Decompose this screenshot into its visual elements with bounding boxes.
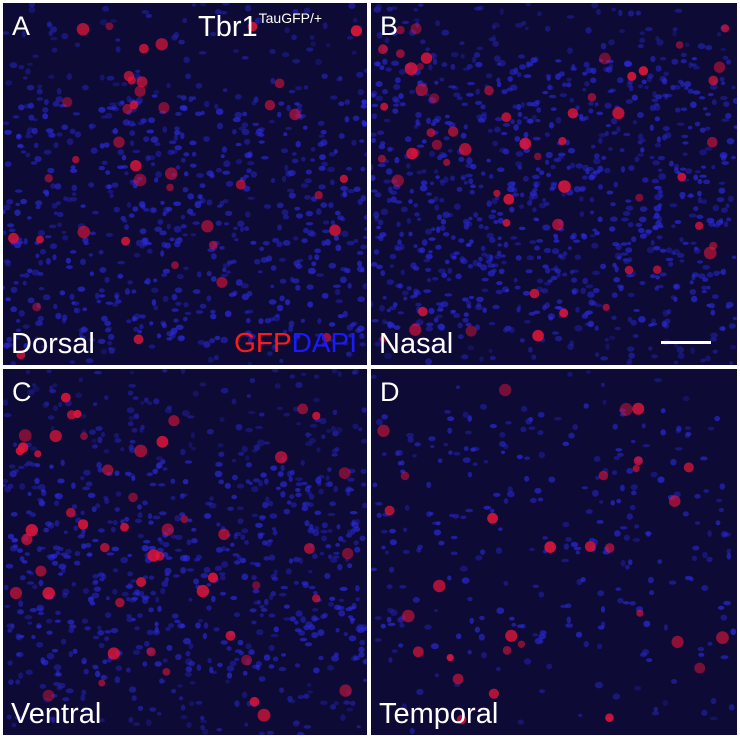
scale-bar	[661, 341, 711, 344]
panel-d-image	[371, 370, 737, 735]
figure-title-superscript: TauGFP/+	[258, 10, 323, 26]
panel-a-region-label: Dorsal	[11, 328, 95, 360]
panel-d-letter: D	[380, 377, 400, 407]
panel-d-region-label: Temporal	[379, 698, 499, 730]
panel-a-letter: A	[12, 11, 31, 41]
panel-c: C Ventral	[3, 369, 367, 735]
panel-d: D Temporal	[371, 369, 737, 735]
panel-b-image	[371, 3, 737, 365]
figure-title: Tbr1TauGFP/+	[198, 10, 323, 43]
tissue-texture	[3, 3, 367, 365]
panel-c-letter: C	[12, 377, 32, 407]
panel-a-image	[3, 3, 367, 365]
panel-b-letter: B	[380, 11, 399, 41]
panel-b: B Nasal	[371, 3, 737, 365]
stain-legend: GFPDAPI	[234, 329, 357, 357]
tissue-texture	[371, 370, 737, 735]
panel-c-region-label: Ventral	[11, 698, 102, 730]
panel-b-region-label: Nasal	[379, 328, 454, 360]
tissue-texture	[3, 369, 367, 735]
tissue-texture	[371, 3, 737, 365]
stain-legend-dapi: DAPI	[291, 327, 357, 358]
stain-legend-gfp: GFP	[234, 327, 292, 358]
panel-c-image	[3, 369, 367, 735]
panel-a: A Tbr1TauGFP/+ Dorsal GFPDAPI	[3, 3, 367, 365]
figure-title-main: Tbr1	[198, 11, 258, 43]
